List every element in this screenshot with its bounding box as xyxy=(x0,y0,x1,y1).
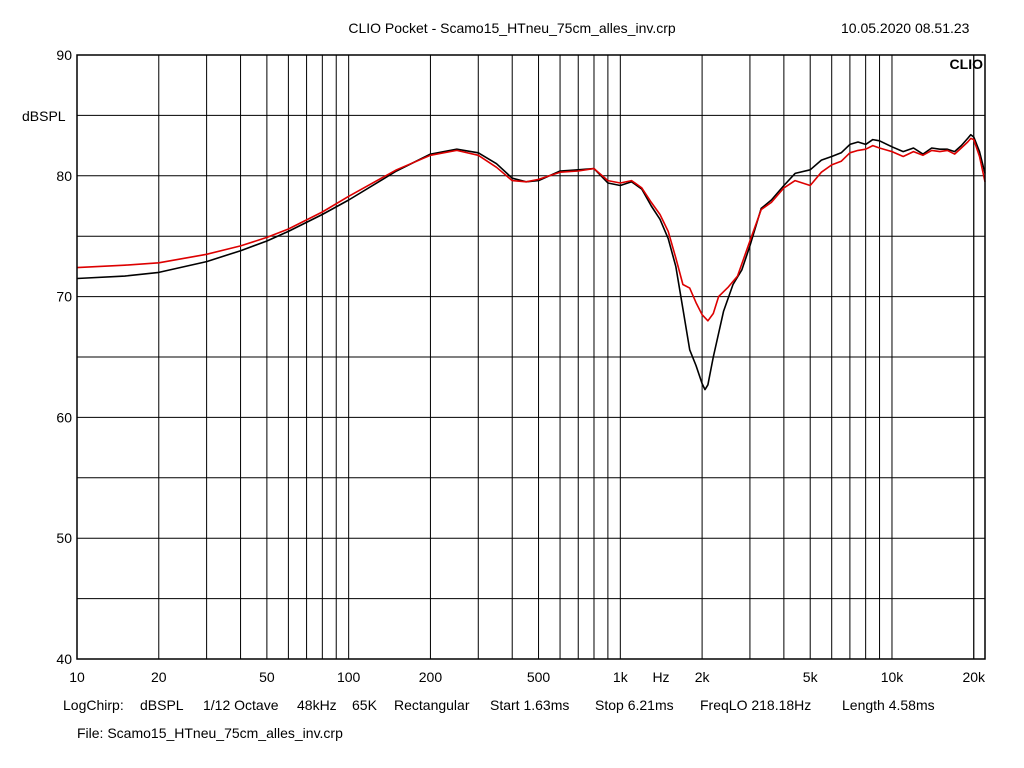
series-layer xyxy=(76,133,986,391)
x-tick-label: 10k xyxy=(881,669,905,685)
measurement-setting-item: Stop 6.21ms xyxy=(595,697,674,713)
x-tick-label: 500 xyxy=(527,669,551,685)
x-tick-labels: 10 20 50 100 200 500 1k 2k 5k 10k 20k xyxy=(69,669,986,685)
clio-logo: CLIO xyxy=(950,56,984,72)
measurement-setting-item: Length 4.58ms xyxy=(842,697,935,713)
x-tick-label: 20k xyxy=(962,669,986,685)
measurement-setting-item: 65K xyxy=(352,697,377,713)
x-tick-label: 5k xyxy=(803,669,819,685)
y-axis-label: dBSPL xyxy=(22,108,66,124)
series-1-line xyxy=(76,133,986,391)
measurement-setting-item: dBSPL xyxy=(140,697,184,713)
grid-lines xyxy=(77,55,985,659)
series-2-line xyxy=(76,137,986,322)
x-tick-label: 20 xyxy=(151,669,167,685)
y-tick-label: 80 xyxy=(56,168,72,184)
measurement-setting-item: 1/12 Octave xyxy=(203,697,279,713)
x-axis-unit-label: Hz xyxy=(652,669,669,685)
x-tick-label: 100 xyxy=(337,669,361,685)
y-tick-label: 50 xyxy=(56,530,72,546)
measurement-setting-item: FreqLO 218.18Hz xyxy=(700,697,812,713)
y-tick-label: 70 xyxy=(56,289,72,305)
y-tick-label: 90 xyxy=(56,47,72,63)
plot-frame xyxy=(76,54,986,660)
measurement-datetime: 10.05.2020 08.51.23 xyxy=(841,20,970,36)
x-tick-label: 10 xyxy=(69,669,85,685)
y-tick-label: 60 xyxy=(56,409,72,425)
x-tick-label: 200 xyxy=(419,669,443,685)
y-tick-labels: 40 50 60 70 80 90 xyxy=(56,47,72,667)
measurement-setting-item: Start 1.63ms xyxy=(490,697,570,713)
chart-title: CLIO Pocket - Scamo15_HTneu_75cm_alles_i… xyxy=(348,20,676,36)
measurement-setting-item: 48kHz xyxy=(297,697,337,713)
y-tick-label: 40 xyxy=(56,651,72,667)
x-tick-label: 1k xyxy=(613,669,629,685)
x-tick-label: 50 xyxy=(259,669,275,685)
x-tick-label: 2k xyxy=(695,669,711,685)
measurement-setting-item: LogChirp: xyxy=(63,697,124,713)
measurement-setting-item: Rectangular xyxy=(394,697,470,713)
file-name-line: File: Scamo15_HTneu_75cm_alles_inv.crp xyxy=(77,725,343,741)
